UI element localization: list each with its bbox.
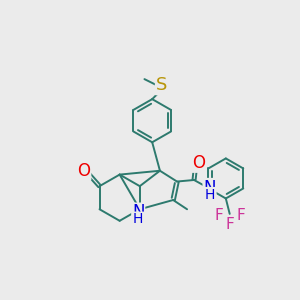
Text: O: O xyxy=(77,162,91,180)
Text: N: N xyxy=(203,179,216,197)
Text: F: F xyxy=(214,208,223,223)
Text: S: S xyxy=(156,76,167,94)
Text: H: H xyxy=(204,188,215,202)
Text: O: O xyxy=(192,154,205,172)
Text: N: N xyxy=(132,203,145,221)
Text: F: F xyxy=(236,208,245,223)
Text: F: F xyxy=(225,217,234,232)
Text: H: H xyxy=(133,212,143,226)
Text: S: S xyxy=(156,76,167,94)
